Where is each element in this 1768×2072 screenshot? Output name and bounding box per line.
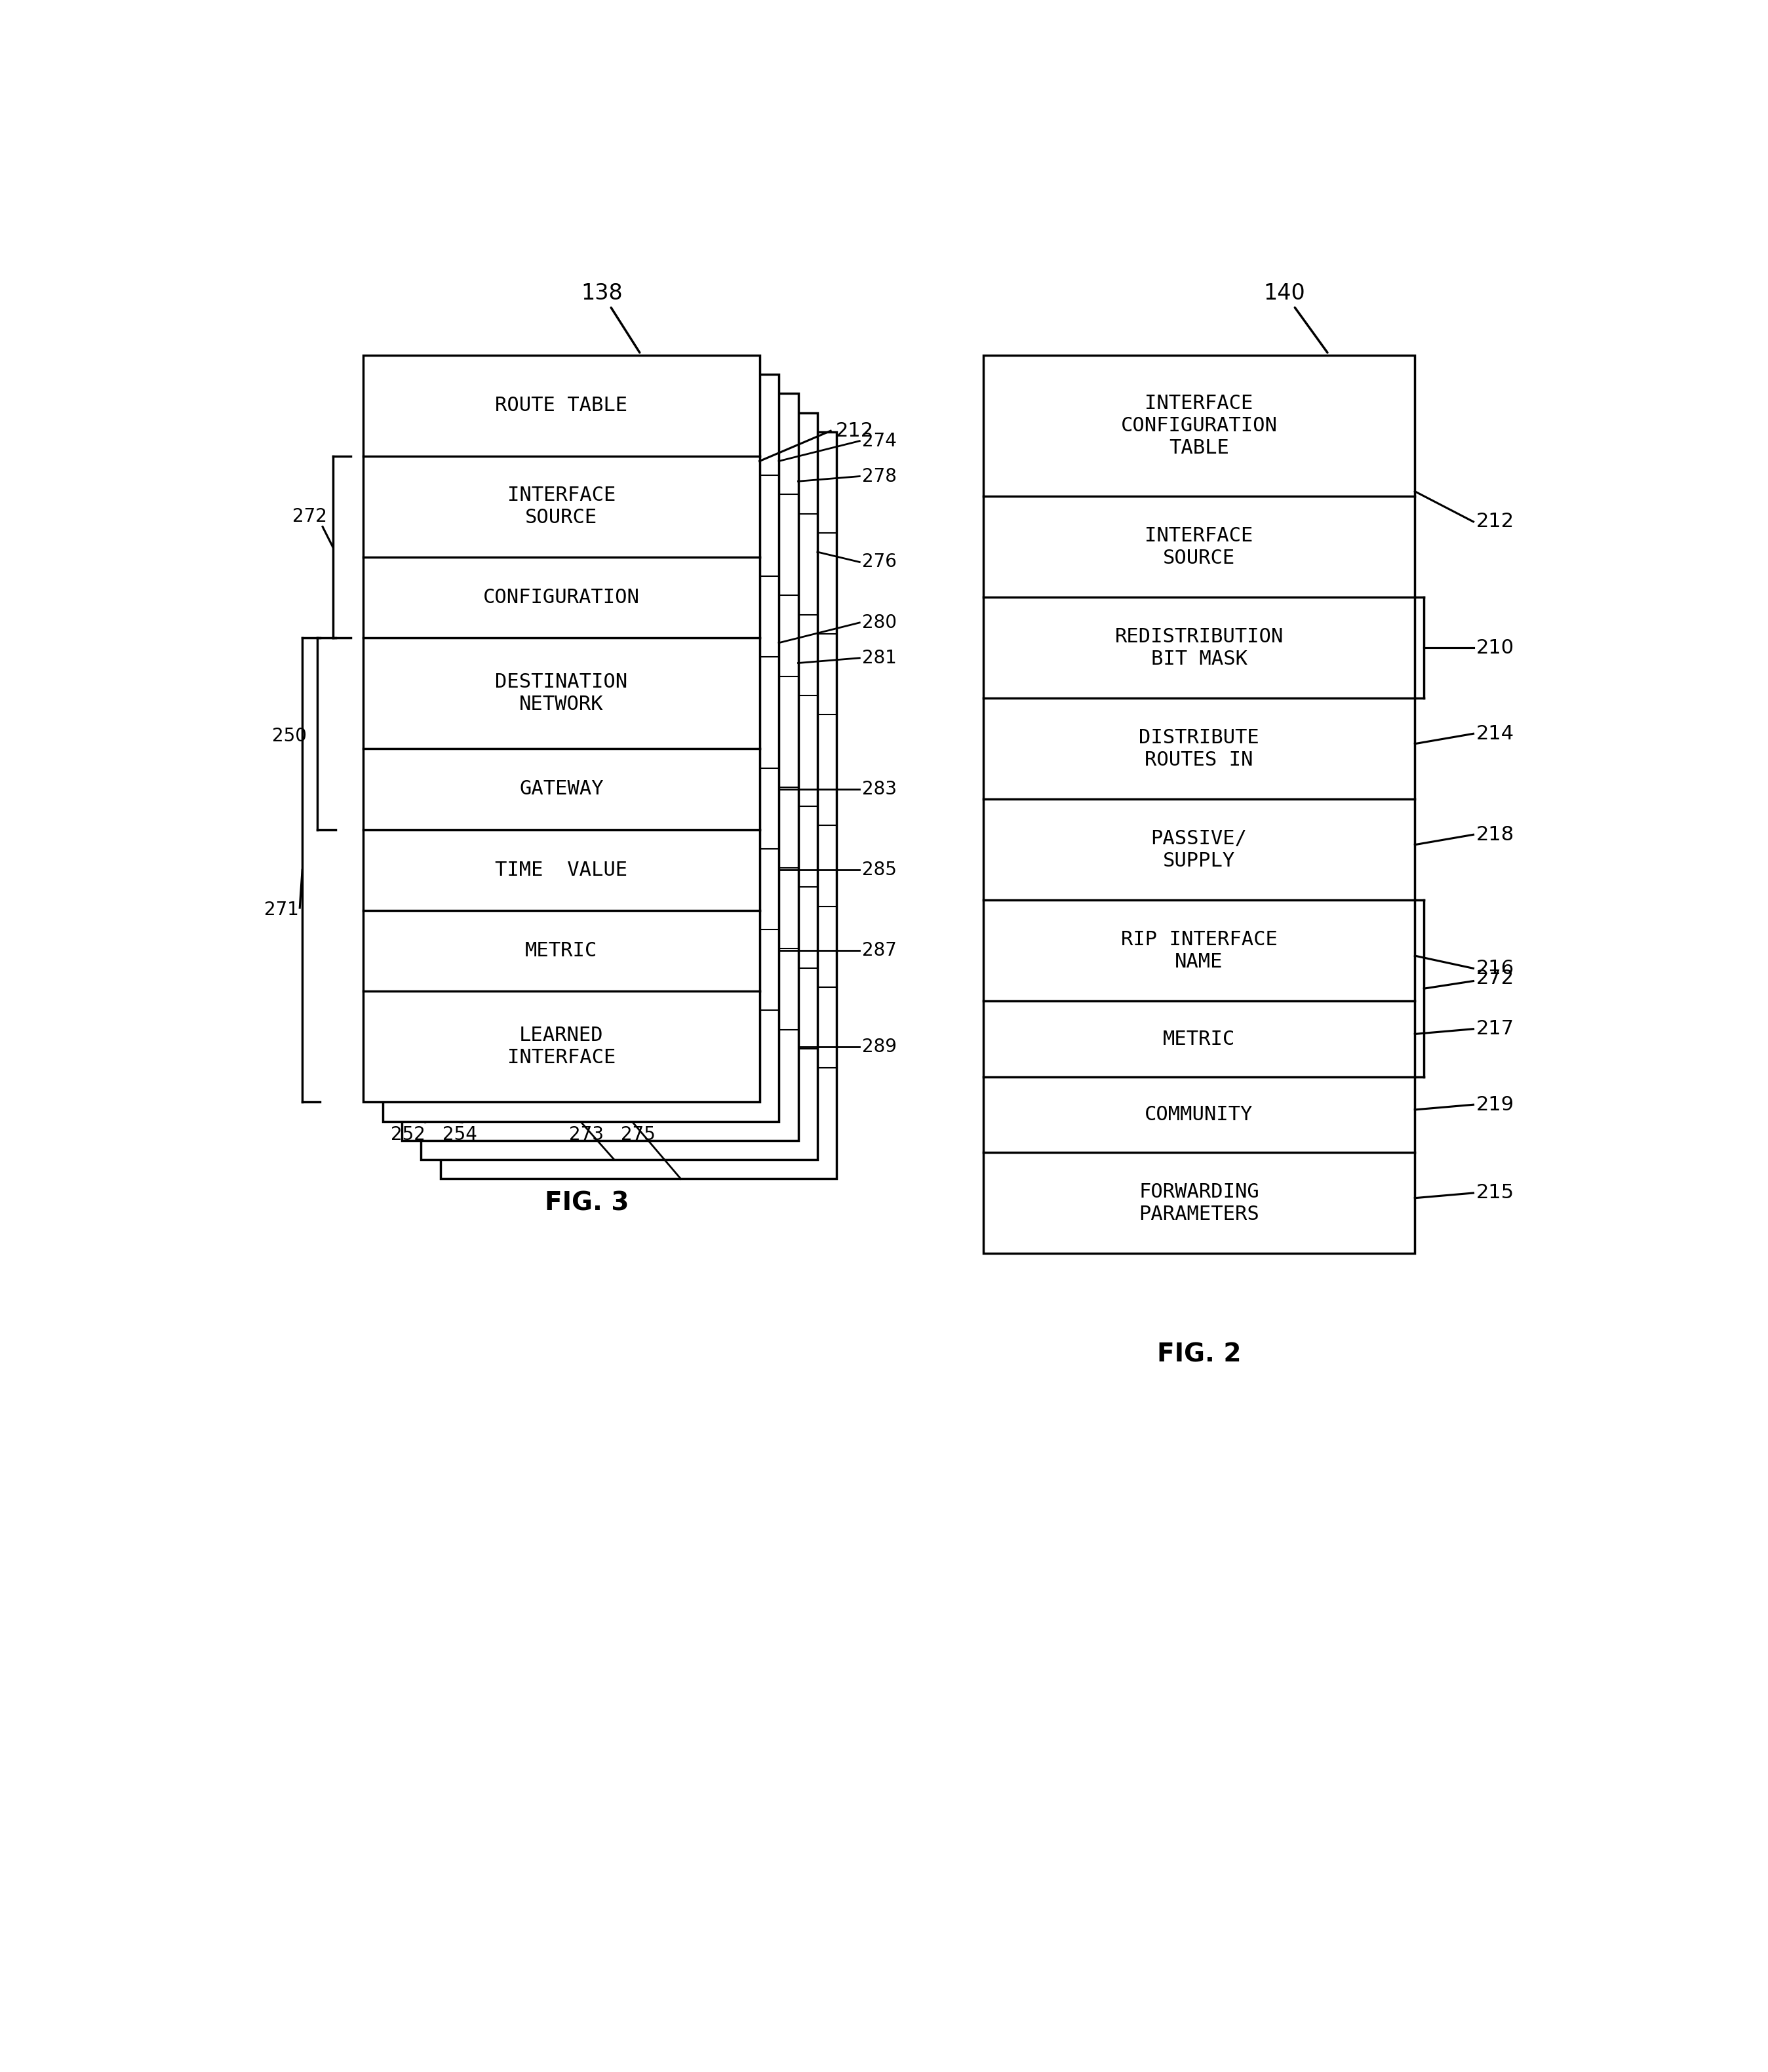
Text: 276: 276 — [863, 553, 896, 572]
Text: 280: 280 — [863, 613, 896, 632]
Text: TIME  VALUE: TIME VALUE — [495, 860, 628, 879]
Text: 287: 287 — [863, 941, 896, 959]
Text: 218: 218 — [1476, 825, 1513, 843]
Text: FIG. 2: FIG. 2 — [1156, 1343, 1241, 1368]
Text: PASSIVE/
SUPPLY: PASSIVE/ SUPPLY — [1151, 829, 1246, 870]
Text: 210: 210 — [1476, 638, 1513, 657]
Text: DESTINATION
NETWORK: DESTINATION NETWORK — [495, 673, 628, 715]
Bar — [382, 375, 780, 1121]
Text: FIG. 3: FIG. 3 — [545, 1191, 629, 1216]
Bar — [401, 394, 797, 1140]
Text: 272: 272 — [292, 508, 327, 526]
Text: DISTRIBUTE
ROUTES IN: DISTRIBUTE ROUTES IN — [1139, 727, 1259, 769]
Text: 216: 216 — [1476, 959, 1513, 978]
Bar — [983, 354, 1414, 1254]
Text: 219: 219 — [1476, 1096, 1513, 1115]
Text: INTERFACE
SOURCE: INTERFACE SOURCE — [1146, 526, 1254, 568]
Text: LEARNED
INTERFACE: LEARNED INTERFACE — [507, 1026, 615, 1067]
Text: 215: 215 — [1476, 1183, 1513, 1202]
Text: 283: 283 — [863, 779, 896, 798]
Text: 214: 214 — [1476, 725, 1513, 744]
Text: 274: 274 — [863, 431, 896, 450]
Text: 281: 281 — [863, 649, 896, 667]
Text: 271: 271 — [263, 901, 299, 920]
Bar — [440, 431, 836, 1179]
Text: 278: 278 — [863, 466, 896, 485]
Text: FORWARDING
PARAMETERS: FORWARDING PARAMETERS — [1139, 1183, 1259, 1225]
Text: INTERFACE
CONFIGURATION
TABLE: INTERFACE CONFIGURATION TABLE — [1121, 394, 1276, 458]
Text: METRIC: METRIC — [525, 941, 598, 959]
Text: ROUTE TABLE: ROUTE TABLE — [495, 396, 628, 414]
Text: 250: 250 — [272, 727, 306, 746]
Bar — [421, 412, 817, 1160]
Text: 217: 217 — [1476, 1019, 1513, 1038]
Text: 212: 212 — [1476, 512, 1513, 530]
Text: COMMUNITY: COMMUNITY — [1146, 1104, 1254, 1125]
Text: 272: 272 — [1476, 970, 1513, 988]
Text: 275: 275 — [621, 1125, 656, 1144]
Text: 212: 212 — [836, 421, 873, 441]
Text: 252: 252 — [391, 1125, 426, 1144]
Bar — [362, 354, 760, 1102]
Text: 138: 138 — [582, 282, 640, 352]
Text: RIP INTERFACE
NAME: RIP INTERFACE NAME — [1121, 930, 1276, 972]
Text: CONFIGURATION: CONFIGURATION — [483, 588, 640, 607]
Text: 285: 285 — [863, 860, 896, 879]
Text: INTERFACE
SOURCE: INTERFACE SOURCE — [507, 487, 615, 526]
Text: 289: 289 — [863, 1038, 896, 1057]
Text: 254: 254 — [442, 1125, 477, 1144]
Text: 140: 140 — [1264, 282, 1328, 352]
Text: GATEWAY: GATEWAY — [520, 779, 603, 798]
Text: 273: 273 — [569, 1125, 605, 1144]
Text: METRIC: METRIC — [1163, 1030, 1236, 1048]
Text: REDISTRIBUTION
BIT MASK: REDISTRIBUTION BIT MASK — [1114, 628, 1284, 669]
